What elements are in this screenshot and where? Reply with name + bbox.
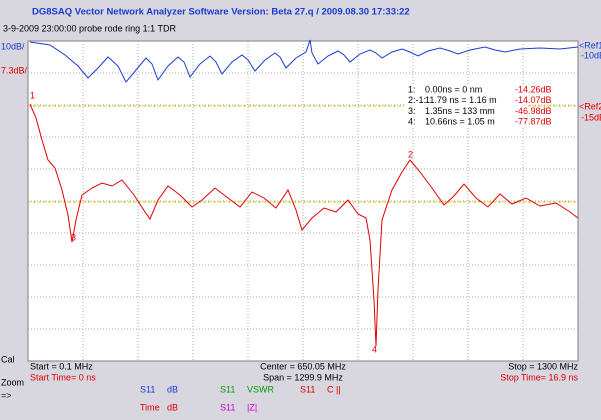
ref-value: -15dB bbox=[581, 112, 601, 122]
marker-id: 1: bbox=[408, 84, 416, 94]
marker-label: 2 bbox=[408, 149, 413, 159]
marker-position: 1.35ns = 133 mm bbox=[425, 106, 495, 116]
stop-freq: Stop = 1300 MHz bbox=[508, 361, 578, 371]
ref-value: -10dB bbox=[581, 50, 601, 60]
marker-position: 10.66ns = 1.05 m bbox=[425, 116, 495, 126]
marker-value: -14.07dB bbox=[515, 95, 552, 105]
marker-value: -14.26dB bbox=[515, 84, 552, 94]
marker-id: 3: bbox=[408, 106, 416, 116]
marker-id: 4: bbox=[408, 116, 416, 126]
legend-format[interactable]: dB bbox=[167, 384, 178, 394]
legend-trace[interactable]: S11 bbox=[220, 402, 235, 412]
start-time: Start Time= 0 ns bbox=[30, 372, 96, 382]
marker-label: 1 bbox=[30, 90, 35, 100]
marker-label: 4 bbox=[372, 344, 377, 354]
trace-tdr bbox=[29, 103, 579, 347]
subtitle: 3-9-2009 23:00:00 probe rode ring 1:1 TD… bbox=[3, 23, 176, 33]
legend-trace[interactable]: Time bbox=[140, 402, 160, 412]
marker-table-bg bbox=[404, 84, 528, 128]
marker-value: -46.98dB bbox=[515, 106, 552, 116]
trace-s11 bbox=[29, 39, 579, 83]
ref-label: <Ref2 bbox=[579, 101, 601, 111]
marker-label: 3 bbox=[71, 232, 76, 242]
zoom-arrow: => bbox=[1, 390, 12, 400]
legend-trace[interactable]: S11 bbox=[220, 384, 235, 394]
legend-format[interactable]: |Z| bbox=[247, 402, 257, 412]
marker-position: 0.00ns = 0 nm bbox=[425, 84, 482, 94]
scale-label: 10dB/ bbox=[1, 41, 25, 51]
ref-label: <Ref1 bbox=[579, 40, 601, 50]
marker-id: 2:-1: bbox=[408, 95, 426, 105]
legend-trace[interactable]: S11 bbox=[140, 384, 155, 394]
start-freq: Start = 0.1 MHz bbox=[30, 361, 93, 371]
center-freq: Center = 650.05 MHz bbox=[260, 361, 346, 371]
stop-time: Stop Time= 16.9 ns bbox=[500, 372, 578, 382]
cal-label: Cal bbox=[1, 354, 15, 364]
legend-format[interactable]: C || bbox=[327, 384, 341, 394]
marker-value: -77.87dB bbox=[515, 116, 552, 126]
legend-format[interactable]: dB bbox=[167, 402, 178, 412]
legend-trace[interactable]: S11 bbox=[300, 384, 315, 394]
span: Span = 1299.9 MHz bbox=[263, 372, 343, 382]
app-title: DG8SAQ Vector Network Analyzer Software … bbox=[32, 7, 410, 18]
legend: S11 dB S11 VSWR S11 C || Time dB S11 |Z| bbox=[140, 384, 341, 412]
marker-position: 11.79 ns = 1.16 m bbox=[425, 95, 497, 105]
zoom-label: Zoom bbox=[1, 377, 24, 387]
scale-label: 7.3dB/ bbox=[1, 65, 28, 75]
legend-format[interactable]: VSWR bbox=[247, 384, 275, 394]
marker-table: 1: 0.00ns = 0 nm -14.26dB 2:-1:11.79 ns = 1… bbox=[404, 84, 552, 128]
